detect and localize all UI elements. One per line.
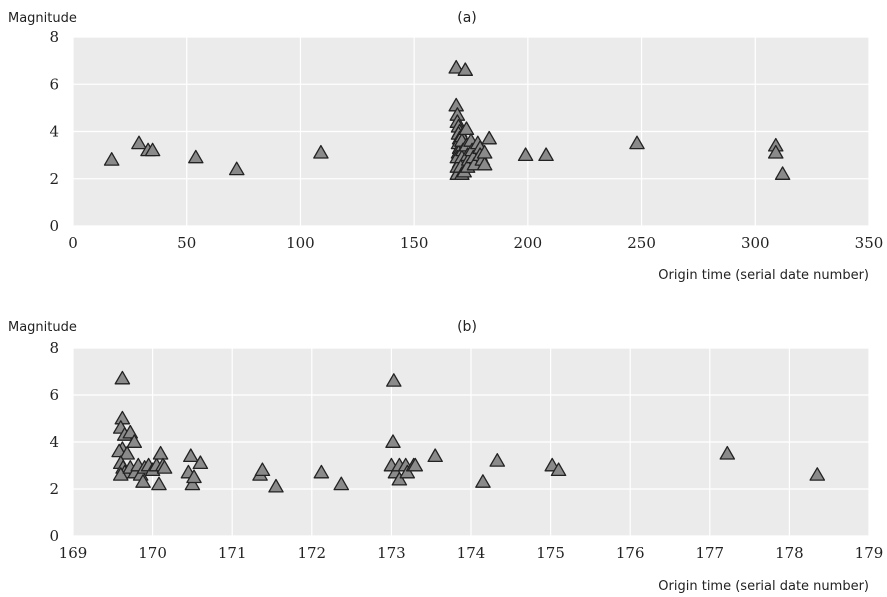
panel-a-data-point (476, 156, 493, 171)
panel-b-data-point (407, 457, 424, 472)
panel-a-title: (a) (457, 10, 477, 26)
panel-b-data-point (112, 467, 129, 481)
panel-b-title: (b) (457, 319, 477, 335)
panel-b-data-point (114, 370, 131, 385)
panel-b-data-point (550, 462, 567, 477)
panel-b-data-point (719, 445, 736, 460)
panel-b-data-point (186, 469, 202, 484)
panel-b-data-point (152, 445, 169, 460)
panel-b-y-tick-label: 6 (49, 386, 59, 404)
panel-b-data-point (151, 476, 167, 491)
panel-b-data-point (333, 476, 350, 491)
panel-b-data-point (427, 448, 443, 463)
panel-a-data-point (103, 152, 120, 166)
panel-a-x-tick-label: 50 (177, 234, 196, 252)
panel-b-x-tick-label: 170 (138, 544, 167, 562)
panel-a-data-point (457, 62, 474, 76)
panel-b-data-point (126, 434, 143, 448)
panel-a-x-tick-label: 200 (514, 234, 543, 252)
panel-a-data-point (458, 121, 475, 136)
panel-b-x-tick-label: 169 (59, 544, 88, 562)
panel-a-x-tick-label: 0 (68, 234, 78, 252)
panel-b-data-point (268, 478, 284, 493)
panel-a-data-point (517, 147, 534, 162)
panel-a-x-tick-label: 100 (286, 234, 315, 252)
panel-b-x-tick-label: 178 (775, 544, 804, 562)
panel-a-x-axis-label: Origin time (serial date number) (658, 268, 869, 283)
panel-a-data-point (476, 144, 493, 159)
panel-a-data-point (228, 161, 245, 176)
panel-a-y-tick-label: 6 (49, 75, 59, 93)
panel-b-data-point (192, 455, 209, 470)
panel-b-x-tick-label: 172 (297, 544, 326, 562)
panel-b-data-point (399, 464, 416, 479)
panel-b-x-tick-label: 174 (457, 544, 486, 562)
panel-a-data-point (629, 135, 645, 150)
panel-a-y-axis-label: Magnitude (8, 11, 77, 26)
panel-b-data-point (156, 460, 173, 474)
panel-a-x-tick-label: 300 (741, 234, 770, 252)
panel-b-y-tick-label: 4 (49, 433, 59, 451)
panel-a-x-tick-label: 350 (855, 234, 884, 252)
panel-b-y-tick-label: 0 (49, 527, 59, 545)
panel-b-y-tick-label: 2 (49, 480, 59, 498)
panel-b-data-point (385, 434, 401, 448)
scatter-panel-a: 0 50 100 150 200 250 300 350 0 2 4 6 8 (a) Magnitude Or… (8, 10, 883, 283)
panel-b-data-point (391, 471, 408, 486)
panel-a-data-point (448, 59, 464, 74)
panel-b-x-tick-label: 177 (695, 544, 724, 562)
panel-b-data-point (119, 445, 135, 460)
panel-b-data-point (313, 464, 330, 479)
panel-a-y-tick-label: 4 (49, 123, 59, 141)
panel-a-data-point (774, 166, 791, 180)
panel-a-data-point (313, 144, 329, 159)
panel-a-x-tick-label: 250 (627, 234, 656, 252)
panel-a-x-tick-label: 150 (400, 234, 429, 252)
panel-a-data-point (767, 144, 784, 159)
panel-b-data-point (254, 462, 271, 477)
panel-b-data-point (386, 373, 402, 387)
panel-b-data-point (183, 448, 199, 463)
panel-b-x-tick-label: 173 (377, 544, 406, 562)
panel-b-x-tick-label: 171 (218, 544, 247, 562)
panel-b-x-tick-label: 179 (855, 544, 884, 562)
panel-a-data-point (131, 135, 147, 150)
panel-a-data-point (144, 142, 161, 157)
panel-b-y-axis-label: Magnitude (8, 320, 77, 335)
panel-b-x-tick-label: 176 (616, 544, 645, 562)
panel-a-y-tick-label: 2 (49, 170, 59, 188)
scatter-panel-b: 169 170 171 172 173 174 175 176 177 178 179 0 2 4 6 8 (b… (8, 319, 883, 594)
panel-b-data-point (809, 467, 826, 481)
panel-b-data-point (184, 476, 201, 491)
panel-b-data-point (489, 453, 506, 467)
panel-a-data-point (538, 147, 554, 162)
panel-b-data-point (475, 474, 491, 488)
panel-b-data-point (135, 474, 151, 488)
panel-a-data-point (481, 130, 497, 145)
panel-a-data-point (188, 149, 204, 164)
panel-b-y-tick-label: 8 (49, 339, 59, 357)
panel-a-y-tick-label: 8 (49, 28, 59, 46)
panel-b-x-tick-label: 175 (536, 544, 565, 562)
panel-a-y-tick-label: 0 (49, 217, 59, 235)
panel-b-x-axis-label: Origin time (serial date number) (658, 579, 869, 594)
